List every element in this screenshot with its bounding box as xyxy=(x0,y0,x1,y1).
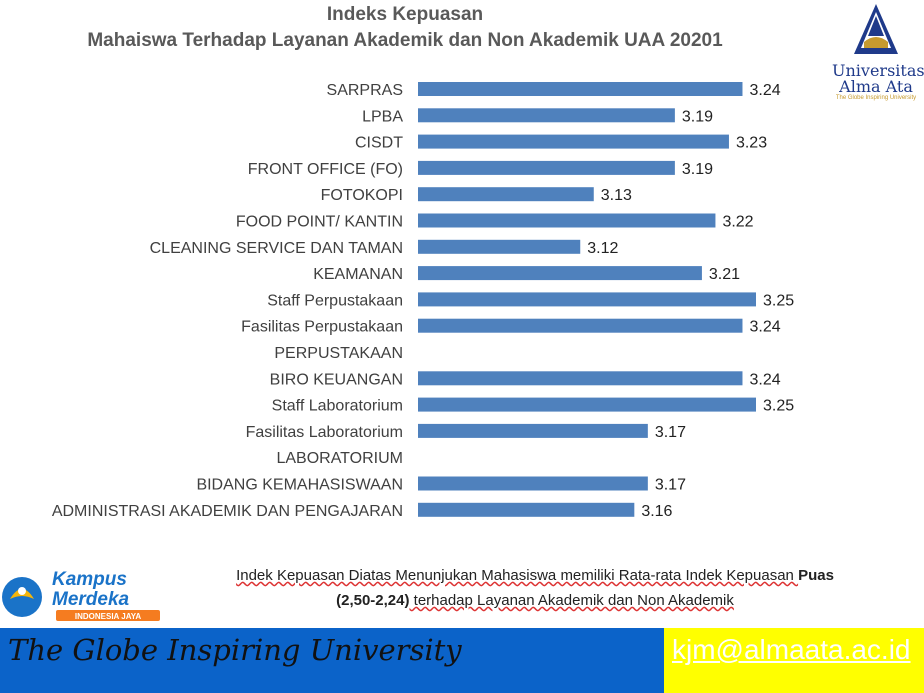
merdeka-word: Merdeka xyxy=(52,589,130,610)
bar xyxy=(418,476,648,491)
statement-bold-1: Puas xyxy=(798,567,834,584)
value-label: 3.17 xyxy=(655,477,686,494)
university-tagline: The Globe Inspiring University xyxy=(835,95,917,101)
statement-bold-2: (2,50-2,24) xyxy=(336,592,410,609)
bar xyxy=(418,134,729,149)
university-crest-icon xyxy=(854,4,898,54)
bar xyxy=(418,213,716,228)
value-label: 3.21 xyxy=(709,266,740,283)
bar xyxy=(418,397,756,412)
email-link[interactable]: kjm@almaata.ac.id xyxy=(672,634,911,665)
value-label: 3.25 xyxy=(763,398,794,415)
bar xyxy=(418,266,702,281)
garuda-emblem-icon xyxy=(2,577,42,617)
university-name-line2: Alma Ata xyxy=(839,77,913,96)
bar xyxy=(418,318,743,333)
footer-tagline: The Globe Inspiring University xyxy=(8,633,462,667)
category-label: FOTOKOPI xyxy=(321,187,403,204)
value-label: 3.13 xyxy=(601,187,632,204)
value-label: 3.16 xyxy=(641,503,672,520)
statement-text-1: Indek Kepuasan Diatas Menunjukan Mahasis… xyxy=(236,567,799,584)
category-label: FOOD POINT/ KANTIN xyxy=(236,214,403,231)
bar xyxy=(418,371,743,386)
category-label: LABORATORIUM xyxy=(276,450,403,467)
value-label: 3.22 xyxy=(722,214,753,231)
footer-band-yellow xyxy=(664,628,924,693)
category-label: BIDANG KEMAHASISWAAN xyxy=(196,477,403,494)
category-label: Fasilitas Laboratorium xyxy=(246,424,403,441)
bar xyxy=(418,292,756,307)
value-label: 3.24 xyxy=(749,319,780,336)
statement-text-2: terhadap Layanan Akademik dan Non Akadem… xyxy=(409,592,734,609)
value-label: 3.19 xyxy=(682,108,713,125)
indonesia-jaya-label: INDONESIA JAYA xyxy=(75,612,141,621)
value-label: 3.24 xyxy=(749,371,780,388)
bar-chart: SARPRAS 3.24 LPBA 3.19 CISDT 3.23 FRONT OFFICE… xyxy=(52,82,794,520)
bar xyxy=(418,423,648,438)
category-label: Fasilitas Perpustakaan xyxy=(241,319,403,336)
university-logo: Universitas Alma Ata The Globe Inspiring… xyxy=(832,2,924,101)
value-label: 3.23 xyxy=(736,135,767,152)
value-label: 3.12 xyxy=(587,240,618,257)
chart-title-line1: Indeks Kepuasan xyxy=(326,4,484,25)
statement-line1: Indek Kepuasan Diatas Menunjukan Mahasis… xyxy=(165,567,905,584)
bar xyxy=(418,160,675,175)
statement-line2: (2,50-2,24) terhadap Layanan Akademik da… xyxy=(165,592,905,609)
chart-title-line2: Mahaiswa Terhadap Layanan Akademik dan N… xyxy=(87,30,723,51)
category-label: BIRO KEUANGAN xyxy=(270,371,403,388)
category-label: CLEANING SERVICE DAN TAMAN xyxy=(150,240,403,257)
category-label: Staff Laboratorium xyxy=(272,398,403,415)
kampus-word: Kampus xyxy=(52,569,127,590)
value-label: 3.19 xyxy=(682,161,713,178)
category-label: ADMINISTRASI AKADEMIK DAN PENGAJARAN xyxy=(52,503,403,520)
category-label: LPBA xyxy=(362,108,403,125)
bar xyxy=(418,187,594,202)
category-label: FRONT OFFICE (FO) xyxy=(248,161,403,178)
value-label: 3.17 xyxy=(655,424,686,441)
category-label: Staff Perpustakaan xyxy=(267,292,403,309)
university-name-line1: Universitas xyxy=(832,61,924,80)
value-label: 3.25 xyxy=(763,292,794,309)
bar xyxy=(418,108,675,123)
category-label: PERPUSTAKAAN xyxy=(274,345,403,362)
footer-band-blue xyxy=(0,628,664,693)
value-label: 3.24 xyxy=(749,82,780,99)
bar xyxy=(418,82,743,96)
kampus-merdeka-logo: Kampus Merdeka INDONESIA JAYA xyxy=(2,569,160,621)
category-label: CISDT xyxy=(355,135,403,152)
category-label: SARPRAS xyxy=(327,82,403,99)
bar xyxy=(418,502,635,517)
bar xyxy=(418,239,581,254)
category-label: KEAMANAN xyxy=(313,266,403,283)
